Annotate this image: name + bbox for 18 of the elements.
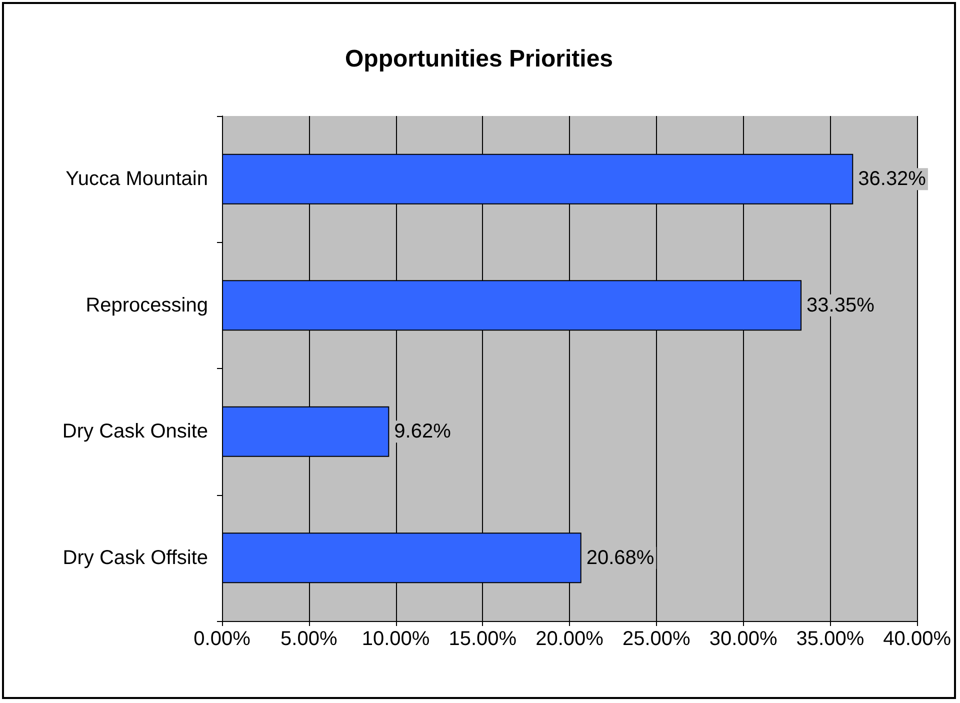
data-label: 36.32%	[858, 168, 926, 190]
x-tick-label: 30.00%	[709, 628, 778, 650]
y-tick-label: Dry Cask Offsite	[62, 546, 208, 569]
y-tick-label: Reprocessing	[86, 294, 208, 316]
y-tick-label: Dry Cask Onsite	[62, 420, 208, 443]
x-tick-label: 15.00%	[448, 628, 517, 650]
x-tick-label: 10.00%	[362, 628, 430, 650]
x-tick-label: 5.00%	[280, 628, 338, 650]
x-tick-label: 40.00%	[883, 628, 952, 650]
x-tick-label: 25.00%	[622, 628, 691, 650]
y-tick-label: Yucca Mountain	[66, 168, 208, 190]
data-label: 33.35%	[806, 294, 875, 316]
x-tick-label: 35.00%	[796, 628, 864, 650]
x-tick-label: 20.00%	[536, 628, 604, 650]
data-label: 20.68%	[586, 546, 654, 569]
x-tick-label: 0.00%	[194, 628, 251, 650]
data-label: 9.62%	[394, 420, 452, 443]
chart-title: Opportunities Priorities	[344, 46, 614, 72]
